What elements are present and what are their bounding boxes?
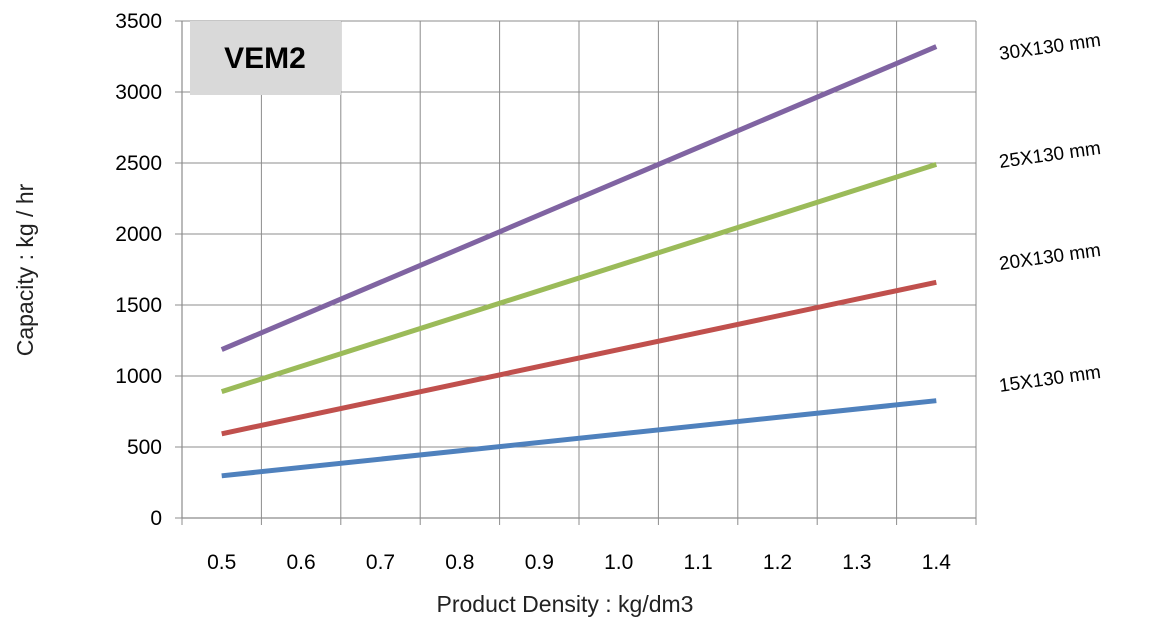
series-line [220, 162, 938, 394]
y-tick-label: 500 [127, 436, 162, 459]
x-tick-label: 1.2 [763, 551, 792, 574]
x-tick-label: 0.7 [366, 551, 395, 574]
series-line [221, 398, 937, 479]
series-line [221, 279, 937, 437]
badge-box [190, 21, 341, 95]
x-tick-label: 0.5 [207, 551, 236, 574]
series-label: 15X130 mm [998, 362, 1102, 397]
y-tick-label: 2000 [115, 223, 162, 246]
x-tick-label: 0.9 [525, 551, 554, 574]
grid [182, 20, 977, 518]
x-tick-label: 1.0 [604, 551, 633, 574]
y-tick-label: 3500 [115, 10, 162, 33]
series-line [220, 44, 938, 352]
y-axis-title: Capacity : kg / hr [12, 183, 38, 356]
y-tick-label: 2500 [115, 152, 162, 175]
x-tick-label: 1.1 [683, 551, 712, 574]
series-labels: 15X130 mm 20X130 mm 25X130 mm 30X130 mm [998, 30, 1102, 397]
x-tick-label: 1.3 [842, 551, 871, 574]
badge-text: VEM2 [224, 42, 306, 75]
series-lines [220, 44, 938, 479]
chart-badge: VEM2 [190, 21, 341, 95]
x-tick-label: 0.8 [445, 551, 474, 574]
y-tick-label: 1500 [115, 294, 162, 317]
axes: 0 500 1000 1500 2000 2500 3000 3500 0.5 0.6 0.7 0.8… [115, 10, 977, 574]
x-tick-label: 1.4 [922, 551, 952, 574]
y-tick-label: 3000 [115, 81, 162, 104]
series-label: 25X130 mm [998, 138, 1102, 173]
series-label: 30X130 mm [998, 30, 1102, 65]
series-label: 20X130 mm [998, 240, 1102, 275]
x-tick-label: 0.6 [286, 551, 315, 574]
y-tick-label: 1000 [115, 365, 162, 388]
x-axis-title: Product Density : kg/dm3 [437, 591, 694, 617]
y-tick-label: 0 [150, 507, 162, 530]
